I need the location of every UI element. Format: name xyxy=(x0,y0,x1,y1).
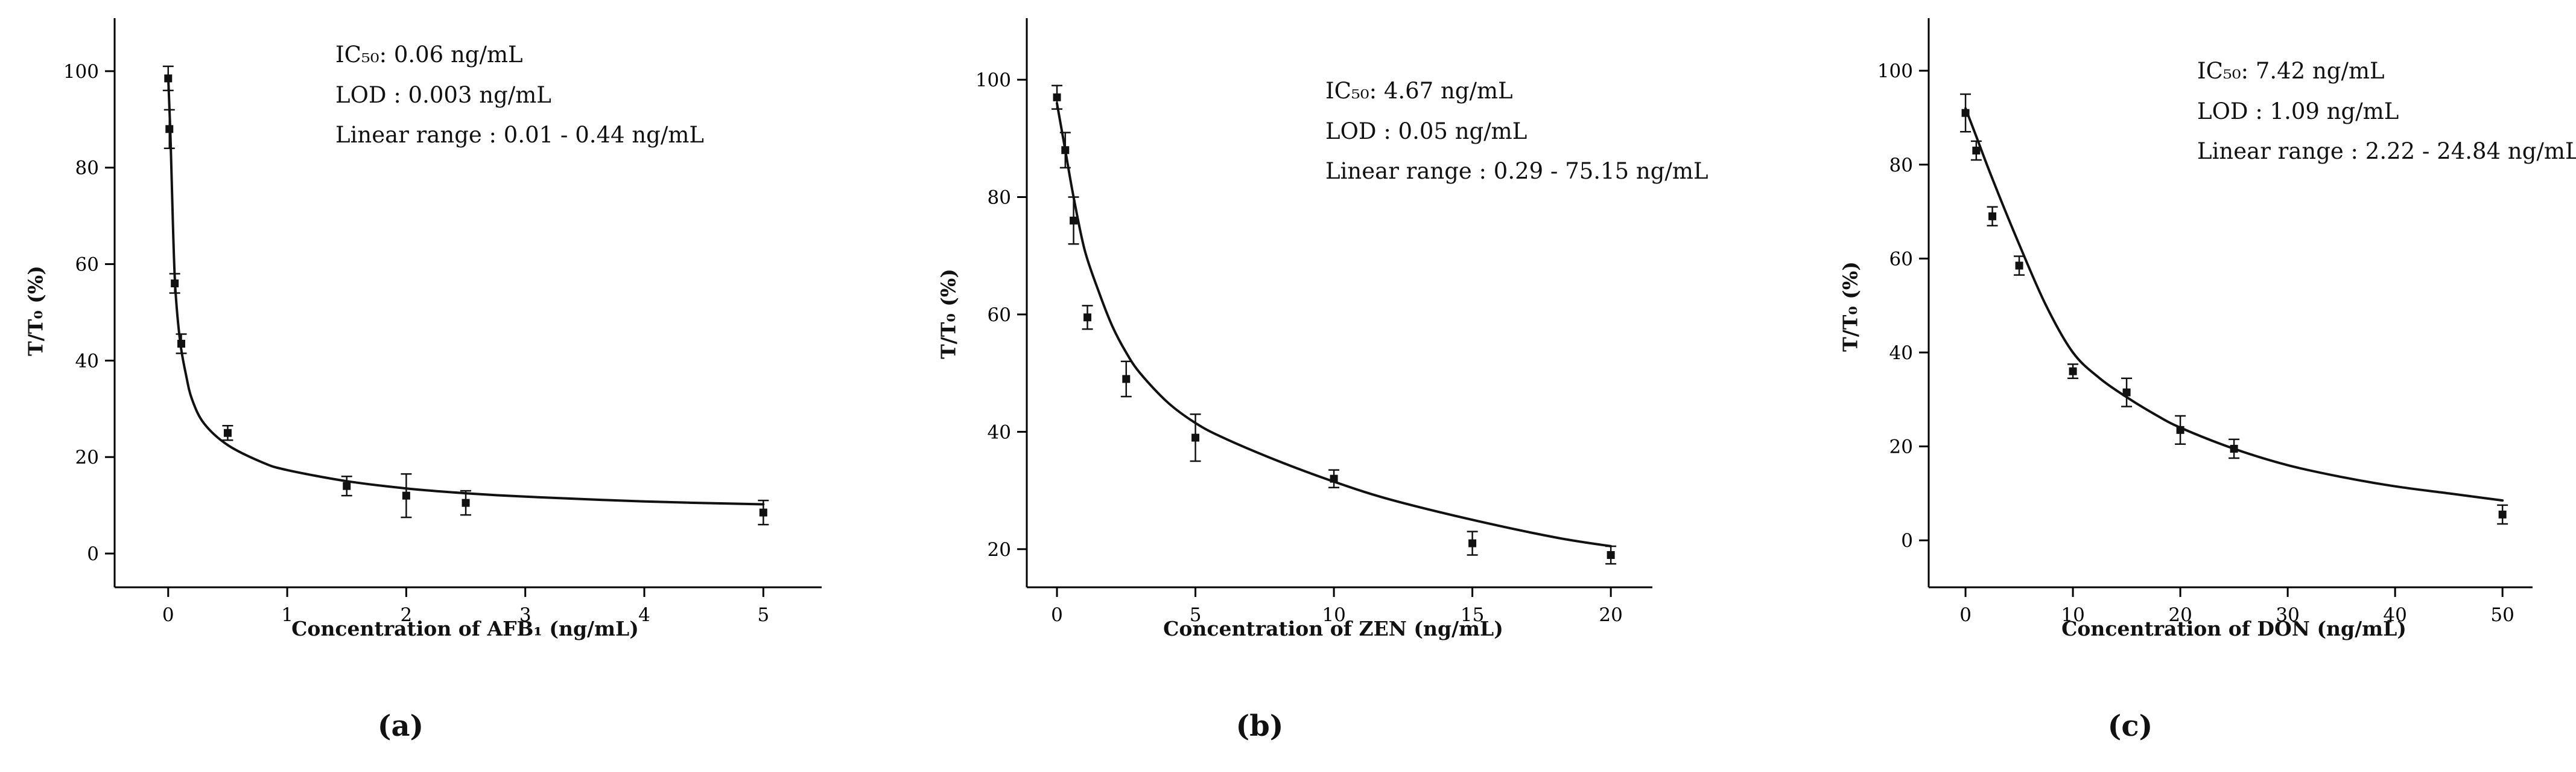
data-point-marker xyxy=(1070,216,1078,225)
y-tick-label: 40 xyxy=(75,350,99,372)
x-tick-label: 1 xyxy=(281,604,293,626)
data-point-marker xyxy=(1122,375,1131,383)
y-tick-label: 40 xyxy=(1889,342,1913,364)
plot-area: 0 1 2 3 4 5 0 20 40 60 80 100 xyxy=(63,18,822,626)
y-tick-label: 80 xyxy=(1889,155,1913,176)
data-point-marker xyxy=(462,499,470,507)
chart-a-annotation: IC₅₀: 0.06 ng/mL LOD : 0.003 ng/mL Linea… xyxy=(335,35,704,156)
data-point-marker xyxy=(2069,367,2077,375)
data-point-marker xyxy=(164,74,173,83)
chart-b-canvas: 0 5 10 15 20 20 40 60 80 100 xyxy=(976,18,1652,626)
data-point-marker xyxy=(1330,474,1338,483)
data-point-marker xyxy=(1083,313,1092,322)
x-tick-label: 3 xyxy=(519,604,531,626)
x-tick-label: 0 xyxy=(1051,604,1063,626)
fit-curve xyxy=(1964,107,2504,502)
data-point-marker xyxy=(1972,146,1981,155)
chart-panel-b: 0 5 10 15 20 20 40 60 80 100 IC₅₀: 4.67 ng/mL LOD… xyxy=(859,0,1718,772)
data-point-marker xyxy=(165,125,174,133)
linear-range-text: Linear range : 0.01 - 0.44 ng/mL xyxy=(335,122,704,148)
data-point-marker xyxy=(759,508,767,517)
panel-letter-b: (b) xyxy=(1236,709,1284,743)
y-tick-label: 80 xyxy=(75,158,99,179)
ic50-text: IC₅₀: 4.67 ng/mL xyxy=(1325,78,1513,104)
x-tick-label: 10 xyxy=(2061,604,2084,626)
x-tick-label: 5 xyxy=(1190,604,1202,626)
x-tick-label: 2 xyxy=(401,604,413,626)
ic50-text: IC₅₀: 0.06 ng/mL xyxy=(335,42,523,68)
fit-curve xyxy=(167,74,765,506)
y-tick-label: 100 xyxy=(63,61,99,83)
data-point-marker xyxy=(1053,93,1061,101)
y-axis-label: T/T₀ (%) xyxy=(936,269,960,359)
lod-text: LOD : 0.003 ng/mL xyxy=(335,81,551,108)
panel-letter-c: (c) xyxy=(2107,709,2153,743)
x-tick-label: 4 xyxy=(638,604,650,626)
panel-letter-a: (a) xyxy=(377,709,424,743)
y-tick-label: 60 xyxy=(1889,248,1913,270)
y-tick-label: 0 xyxy=(1901,530,1913,552)
x-tick-label: 0 xyxy=(1959,604,1972,626)
plot-area: 0 10 20 30 40 50 0 20 40 60 80 100 xyxy=(1877,18,2533,626)
y-axis-label: T/T₀ (%) xyxy=(24,266,48,356)
fit-curve xyxy=(1056,102,1613,547)
x-tick-label: 30 xyxy=(2276,604,2299,626)
lod-text: LOD : 0.05 ng/mL xyxy=(1325,118,1528,144)
data-point-marker xyxy=(402,491,410,500)
lod-text: LOD : 1.09 ng/mL xyxy=(2197,98,2399,124)
x-tick-label: 20 xyxy=(2168,604,2192,626)
x-tick-label: 15 xyxy=(1461,604,1484,626)
chart-a-canvas: 0 1 2 3 4 5 0 20 40 60 80 100 xyxy=(63,18,822,626)
data-point-marker xyxy=(171,279,179,288)
data-point-marker xyxy=(1061,146,1070,155)
data-point-marker xyxy=(1961,109,1970,117)
chart-panel-a: 0 1 2 3 4 5 0 20 40 60 80 100 IC₅₀: 0.06 ng/mL LOD … xyxy=(0,0,858,772)
x-tick-label: 0 xyxy=(162,604,174,626)
chart-panel-c: 0 10 20 30 40 50 0 20 40 60 80 100 IC₅₀: 7.42 ng/mL… xyxy=(1718,0,2576,772)
data-point-marker xyxy=(177,339,185,348)
data-point-marker xyxy=(1988,212,1997,220)
y-tick-label: 80 xyxy=(988,187,1011,209)
x-tick-label: 40 xyxy=(2383,604,2406,626)
x-tick-label: 50 xyxy=(2490,604,2514,626)
ic50-text: IC₅₀: 7.42 ng/mL xyxy=(2197,58,2385,84)
y-tick-label: 100 xyxy=(1877,60,1913,82)
y-tick-label: 0 xyxy=(87,543,99,565)
x-axis-label: Concentration of AFB₁ (ng/mL) xyxy=(291,617,639,640)
y-tick-label: 60 xyxy=(988,304,1011,326)
chart-c-canvas: 0 10 20 30 40 50 0 20 40 60 80 100 xyxy=(1877,18,2533,626)
x-axis-label: Concentration of DON (ng/mL) xyxy=(2061,617,2406,640)
x-tick-label: 5 xyxy=(757,604,769,626)
chart-b-annotation: IC₅₀: 4.67 ng/mL LOD : 0.05 ng/mL Linear… xyxy=(1325,71,1708,192)
data-point-marker xyxy=(2015,261,2023,270)
y-tick-label: 20 xyxy=(75,447,99,468)
y-tick-label: 60 xyxy=(75,254,99,276)
y-tick-label: 100 xyxy=(976,69,1011,91)
x-tick-label: 10 xyxy=(1322,604,1345,626)
data-point-marker xyxy=(1607,551,1615,560)
y-axis-label: T/T₀ (%) xyxy=(1838,261,1862,352)
y-tick-label: 20 xyxy=(988,539,1011,561)
data-point-marker xyxy=(1191,433,1200,442)
linear-range-text: Linear range : 0.29 - 75.15 ng/mL xyxy=(1325,158,1708,185)
data-point-marker xyxy=(2176,426,2184,434)
linear-range-text: Linear range : 2.22 - 24.84 ng/mL xyxy=(2197,138,2576,165)
data-point-marker xyxy=(2122,388,2131,397)
chart-c-annotation: IC₅₀: 7.42 ng/mL LOD : 1.09 ng/mL Linear… xyxy=(2197,51,2576,172)
x-axis-label: Concentration of ZEN (ng/mL) xyxy=(1163,617,1503,640)
data-point-marker xyxy=(2498,510,2507,518)
x-tick-label: 20 xyxy=(1599,604,1622,626)
data-point-marker xyxy=(343,482,351,490)
y-tick-label: 40 xyxy=(988,421,1011,443)
y-tick-label: 20 xyxy=(1889,436,1913,458)
data-point-marker xyxy=(223,429,232,437)
data-point-marker xyxy=(2230,444,2238,453)
data-point-marker xyxy=(1468,539,1477,547)
plot-area: 0 5 10 15 20 20 40 60 80 100 xyxy=(976,18,1652,626)
